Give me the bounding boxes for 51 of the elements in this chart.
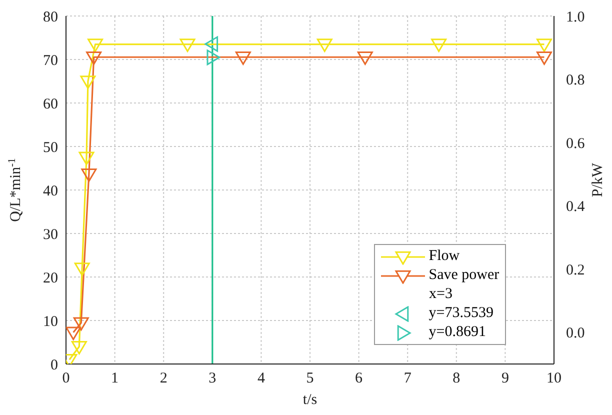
legend-label: y=73.5539 <box>428 305 494 321</box>
y2-tick-label: 0.2 <box>566 262 585 278</box>
point <box>536 38 552 52</box>
y-tick-label: 70 <box>43 52 58 69</box>
point <box>206 50 220 66</box>
annotation: x=3 <box>428 285 454 304</box>
y2-tick-label: 0.8 <box>566 72 585 89</box>
y2-tick-label: 0.6 <box>566 136 586 152</box>
x-tick-label: 8 <box>452 370 460 387</box>
legend-label: Save power <box>428 267 500 283</box>
y-tick-label: 20 <box>43 270 58 286</box>
point <box>316 38 332 52</box>
x-tick-label: 6 <box>355 370 364 387</box>
point <box>180 38 196 52</box>
y-tick-label: 40 <box>43 183 58 200</box>
point <box>431 38 447 52</box>
y-tick-label: 30 <box>43 226 58 243</box>
x-tick-label: 2 <box>160 370 168 387</box>
x-axis-title: t/s <box>302 392 318 408</box>
y2-axis-title: P/kW <box>590 162 606 198</box>
x-tick-label: 0 <box>62 370 70 387</box>
y-tick-label: 80 <box>43 9 58 26</box>
point <box>80 76 96 89</box>
point <box>86 51 102 65</box>
point <box>357 51 373 65</box>
point <box>88 38 104 52</box>
legend-label: y=0.8691 <box>428 324 486 340</box>
x-tick-label: 1 <box>111 370 119 387</box>
point <box>73 317 89 331</box>
y2-tick-label: 0.4 <box>566 199 586 216</box>
y2-tick-label: 1.0 <box>566 9 585 26</box>
point <box>78 152 94 166</box>
x-tick-label: 5 <box>306 370 314 387</box>
point <box>71 340 87 354</box>
point <box>81 168 97 182</box>
x-tick-label: 4 <box>257 370 266 387</box>
point <box>66 326 82 340</box>
point <box>204 36 218 52</box>
point <box>536 51 552 65</box>
y-tick-label: 50 <box>43 140 58 156</box>
y-tick-label: 10 <box>43 314 58 330</box>
x-tick-label: 7 <box>404 370 412 387</box>
legend-label: Flow <box>428 248 460 264</box>
x-tick-label: 10 <box>546 370 562 387</box>
y-tick-label: 60 <box>43 96 58 112</box>
x-tick-label: 9 <box>501 370 509 387</box>
y2-tick-label: 0.0 <box>566 326 585 342</box>
point <box>74 262 90 276</box>
x-tick-label: 3 <box>208 370 216 387</box>
point <box>235 51 251 65</box>
y-tick-label: 0 <box>50 357 58 374</box>
